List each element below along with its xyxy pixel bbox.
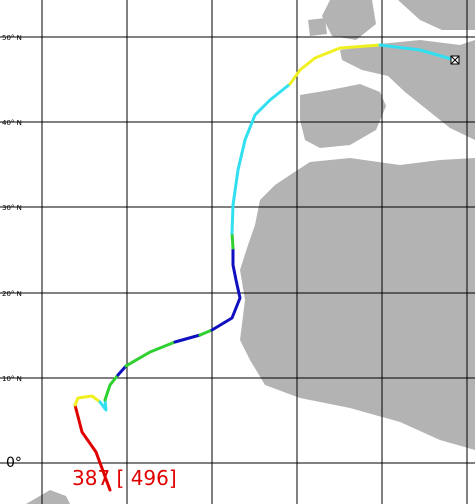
end-marker: [450, 55, 460, 65]
scandinavia: [398, 0, 475, 30]
latitude-label: 30° N: [2, 204, 22, 212]
iberia: [300, 84, 386, 148]
track-segment: [124, 340, 177, 368]
latitude-label: 20° N: [2, 290, 22, 298]
europe: [340, 40, 475, 140]
latitude-label: 0°: [6, 455, 22, 471]
track-segment: [288, 43, 382, 86]
track-segment: [378, 43, 457, 62]
track-segment: [73, 394, 102, 407]
track-segment: [73, 403, 112, 492]
track-label: 387 [ 496]: [72, 466, 177, 490]
ireland: [308, 18, 327, 36]
africa: [240, 158, 475, 450]
track-segment: [210, 246, 242, 332]
track-segment: [230, 231, 235, 250]
track-segment: [103, 373, 120, 402]
track-segment: [116, 364, 128, 377]
south-america: [26, 490, 70, 504]
track: [73, 43, 460, 492]
land: [26, 0, 475, 504]
track-segment: [198, 328, 214, 337]
track-segment: [98, 398, 108, 412]
latitude-label: 40° N: [2, 119, 22, 127]
track-segment: [173, 333, 202, 344]
britain: [322, 0, 376, 40]
latitude-label: 10° N: [2, 375, 22, 383]
track-segment: [230, 82, 292, 235]
latitude-label: 50° N: [2, 34, 22, 42]
